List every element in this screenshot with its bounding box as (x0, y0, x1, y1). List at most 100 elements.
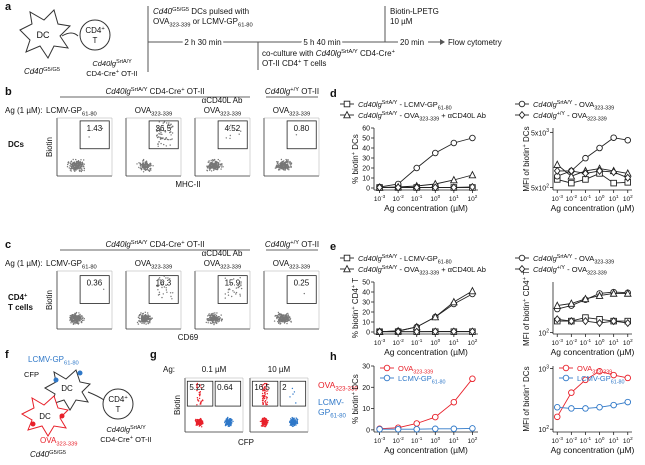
marker (610, 317, 618, 326)
event-dot (264, 389, 266, 392)
label: CFP (24, 370, 39, 379)
event-dot (77, 167, 79, 170)
text-segment: 10 (538, 331, 546, 338)
text-segment: + (24, 293, 28, 299)
text-segment: DCs (522, 366, 531, 384)
event-dot (276, 162, 279, 164)
marker (553, 404, 561, 411)
event-dot (295, 417, 297, 419)
event-dot (240, 284, 242, 287)
event-dot (211, 163, 213, 165)
event-dot (279, 165, 281, 167)
event-dot (228, 127, 231, 130)
label: OT-II CD4+ T cells (262, 59, 326, 68)
text-segment: 2 (546, 183, 549, 189)
event-dot (261, 385, 263, 387)
text-segment: 323-339 (419, 271, 439, 277)
event-dot (158, 133, 160, 135)
x-tick-label: 100 (430, 338, 440, 347)
event-dot (281, 317, 283, 319)
event-dot (75, 315, 77, 318)
event-dot (168, 139, 170, 141)
event-dot (165, 137, 167, 139)
series-line (379, 378, 473, 430)
event-dot (282, 316, 284, 318)
label: Flow cytometry (448, 38, 502, 47)
marker (450, 327, 458, 336)
event-dot (213, 169, 215, 171)
text-segment: - OVA (572, 254, 594, 263)
label: 2 (282, 383, 287, 392)
event-dot (289, 318, 291, 320)
marker (383, 364, 391, 372)
text-segment: Cd40lg (92, 59, 117, 68)
event-dot (285, 167, 287, 170)
label: OVA323-339 (273, 259, 310, 271)
event-dot (262, 403, 264, 406)
text-segment: OT-II (133, 435, 152, 444)
series-line (557, 137, 628, 177)
text-segment: SrtA/Y (116, 59, 132, 65)
gate (79, 275, 110, 304)
marker (562, 364, 570, 372)
event-dot (287, 163, 289, 165)
marker (432, 149, 439, 157)
x-tick-label: 10-2 (392, 436, 404, 445)
y-tick-label: 0 (366, 427, 370, 434)
event-dot (211, 317, 213, 319)
gate (214, 380, 242, 407)
event-dot (162, 293, 164, 295)
event-dot (266, 420, 268, 422)
text-segment: 0 (438, 436, 441, 441)
legend-label: Cd40lgSrtA/Y - LCMV-GP61-80 (358, 254, 452, 266)
event-dot (159, 129, 162, 132)
event-dot (144, 320, 146, 322)
event-dot (279, 166, 281, 168)
y-tick-label: 103 (538, 364, 549, 373)
event-dot (286, 168, 289, 170)
event-dot (79, 162, 81, 165)
event-dot (212, 166, 214, 168)
event-dot (233, 278, 235, 280)
text-segment: 10 (467, 438, 475, 445)
event-dot (75, 158, 77, 161)
event-dot (265, 384, 268, 387)
label: 10 µM (390, 17, 413, 26)
event-dot (230, 124, 232, 127)
y-axis-title: % biotin+ DCs (351, 374, 360, 424)
event-dot (66, 166, 69, 168)
label: 10 µM (268, 365, 291, 374)
label: 4.52 (225, 124, 241, 133)
event-dot (207, 315, 209, 317)
event-dot (287, 160, 289, 162)
event-dot (147, 312, 149, 314)
event-dot (199, 403, 201, 405)
label: T (93, 36, 98, 45)
label: Biotin-LPETG (390, 7, 439, 16)
text-segment: % biotin (351, 395, 360, 423)
text-segment: LCMV-GP (46, 106, 82, 115)
event-dot (216, 312, 218, 314)
marker (567, 299, 576, 307)
event-dot (80, 165, 83, 167)
event-dot (67, 163, 69, 166)
event-dot (230, 421, 233, 424)
text-segment: OVA (398, 364, 413, 373)
marker (413, 425, 420, 433)
gate (217, 120, 248, 150)
event-dot (266, 398, 268, 400)
label: DC (39, 412, 51, 421)
event-dot (195, 421, 198, 423)
antigen-dot (53, 377, 59, 383)
text-segment: 323-339 (335, 386, 358, 393)
label: LCMV-GP61-80 (46, 259, 97, 271)
marker (610, 168, 618, 177)
text-segment: + (392, 49, 396, 55)
event-dot (285, 161, 287, 163)
series-line (557, 172, 628, 184)
event-dot (140, 312, 142, 314)
event-dot (167, 277, 169, 279)
event-dot (281, 165, 284, 168)
text-segment: 10 (609, 196, 617, 203)
series-line (379, 186, 473, 188)
